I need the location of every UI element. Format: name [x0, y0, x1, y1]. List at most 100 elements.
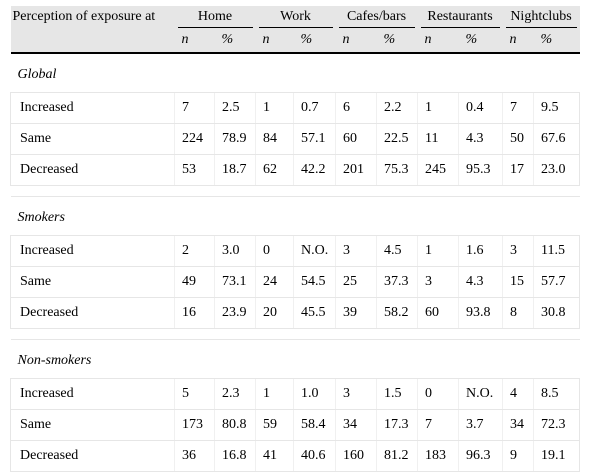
header-sub-pct: % [533, 28, 580, 54]
section-title: Global [10, 53, 580, 93]
cell-pct: 3.0 [214, 235, 256, 267]
cell-n: 7 [417, 409, 459, 441]
cell-pct: 23.0 [533, 154, 581, 186]
cell-n: 36 [174, 440, 215, 472]
cell-n: 24 [255, 266, 294, 298]
row-label: Same [10, 266, 175, 298]
cell-pct: 1.6 [458, 235, 503, 267]
header-first-col: Perception of exposure at [10, 6, 175, 28]
cell-pct: 19.1 [533, 440, 581, 472]
header-sub-n: n [335, 28, 377, 54]
section-title: Non-smokers [10, 339, 580, 379]
header-row-groups: Perception of exposure at Home Work Cafe… [10, 6, 580, 28]
cell-n: 3 [335, 235, 377, 267]
cell-n: 41 [255, 440, 294, 472]
header-sub-pct: % [214, 28, 256, 54]
cell-pct: 0.7 [292, 92, 336, 124]
header-row-sub: n % n % n % n % n % [10, 28, 580, 54]
cell-pct: 2.5 [214, 92, 256, 124]
cell-n: 20 [255, 297, 294, 329]
table-row: Same 173 80.8 59 58.4 34 17.3 7 3.7 34 72.3 [10, 409, 581, 441]
cell-pct: 80.8 [214, 409, 256, 441]
cell-pct: 8.5 [533, 378, 581, 410]
cell-n: 2 [174, 235, 215, 267]
cell-pct: 4.5 [376, 235, 418, 267]
cell-n: 8 [502, 297, 534, 329]
cell-pct: 93.8 [458, 297, 503, 329]
table-row: Same 224 78.9 84 57.1 60 22.5 11 4.3 50 67.6 [10, 123, 581, 155]
section-title-row: Global [10, 53, 580, 93]
cell-n: 49 [174, 266, 215, 298]
table-body: Global Increased 7 2.5 1 0.7 6 2.2 1 0.4 7 9.5 Same 2… [10, 53, 581, 472]
section-title-row: Non-smokers [10, 339, 580, 379]
row-label: Same [10, 409, 175, 441]
cell-n: 84 [255, 123, 294, 155]
section-title-row: Smokers [10, 196, 580, 236]
cell-n: 25 [335, 266, 377, 298]
cell-pct: 4.3 [458, 266, 503, 298]
cell-n: 1 [255, 92, 294, 124]
table-row: Decreased 16 23.9 20 45.5 39 58.2 60 93.8 8 30.8 [10, 297, 581, 329]
cell-n: 34 [335, 409, 377, 441]
cell-pct: 72.3 [533, 409, 581, 441]
header-sub-n: n [417, 28, 459, 54]
cell-pct: 22.5 [376, 123, 418, 155]
row-label: Increased [10, 92, 175, 124]
header-sub-pct: % [293, 28, 336, 54]
row-label: Increased [10, 235, 175, 267]
cell-pct: 1.5 [376, 378, 418, 410]
cell-n: 16 [174, 297, 215, 329]
header-sub-empty [10, 28, 175, 54]
cell-pct: 45.5 [292, 297, 336, 329]
cell-pct: 37.3 [376, 266, 418, 298]
cell-pct: 58.2 [376, 297, 418, 329]
cell-n: 7 [502, 92, 534, 124]
cell-pct: 57.1 [292, 123, 336, 155]
cell-n: 34 [502, 409, 534, 441]
cell-n: 5 [174, 378, 215, 410]
cell-pct: 95.3 [458, 154, 503, 186]
cell-n: 173 [174, 409, 215, 441]
cell-pct: 78.9 [214, 123, 256, 155]
cell-pct: 4.3 [458, 123, 503, 155]
cell-n: 62 [255, 154, 294, 186]
header-sub-pct: % [458, 28, 503, 54]
header-sub-n: n [255, 28, 294, 54]
cell-n: 39 [335, 297, 377, 329]
cell-n: 9 [502, 440, 534, 472]
cell-pct: 67.6 [533, 123, 581, 155]
cell-pct: 42.2 [292, 154, 336, 186]
cell-n: 245 [417, 154, 459, 186]
header-group-home: Home [174, 6, 256, 28]
cell-n: 59 [255, 409, 294, 441]
table-row: Increased 5 2.3 1 1.0 3 1.5 0 N.O. 4 8.5 [10, 378, 581, 410]
cell-n: 0 [417, 378, 459, 410]
cell-pct: 75.3 [376, 154, 418, 186]
cell-pct: 3.7 [458, 409, 503, 441]
cell-n: 1 [417, 235, 459, 267]
cell-n: 183 [417, 440, 459, 472]
header-group-cafes-bars: Cafes/bars [335, 6, 418, 28]
cell-n: 3 [417, 266, 459, 298]
cell-n: 7 [174, 92, 215, 124]
row-label: Decreased [10, 154, 175, 186]
header-sub-n: n [502, 28, 534, 54]
cell-pct: 57.7 [533, 266, 581, 298]
header-group-nightclubs: Nightclubs [502, 6, 580, 28]
table-row: Increased 2 3.0 0 N.O. 3 4.5 1 1.6 3 11.5 [10, 235, 581, 267]
exposure-table: Perception of exposure at Home Work Cafe… [10, 6, 581, 472]
section-spacer [10, 328, 580, 340]
spacer-cell [10, 328, 580, 340]
header-sub-pct: % [376, 28, 418, 54]
row-label: Same [10, 123, 175, 155]
exposure-table-container: Perception of exposure at Home Work Cafe… [10, 6, 581, 472]
header-group-restaurants: Restaurants [417, 6, 503, 28]
row-label: Decreased [10, 440, 175, 472]
cell-pct: 11.5 [533, 235, 581, 267]
cell-n: 3 [502, 235, 534, 267]
cell-pct: 58.4 [292, 409, 336, 441]
cell-n: 11 [417, 123, 459, 155]
cell-pct: 17.3 [376, 409, 418, 441]
cell-pct: 1.0 [292, 378, 336, 410]
header-group-work: Work [255, 6, 336, 28]
